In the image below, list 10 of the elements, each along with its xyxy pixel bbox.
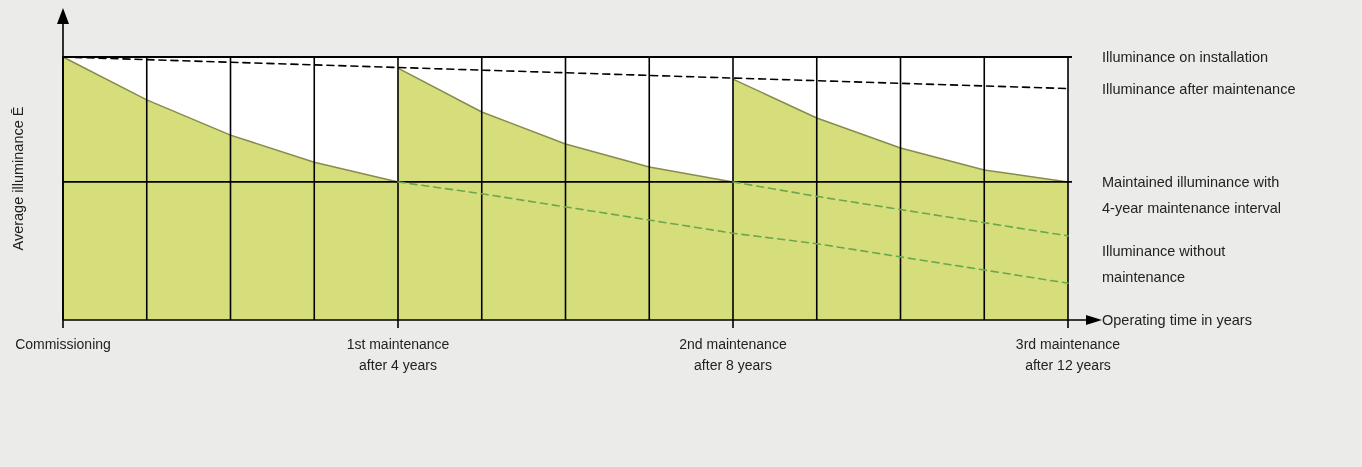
y-axis-title: Average illuminance Ē (10, 106, 26, 251)
x-tick-label: 3rd maintenance after 12 years (1015, 336, 1121, 373)
ref-line-label: Illuminance on installation (1102, 49, 1269, 65)
text: Illuminance after maintenance (1102, 80, 1296, 97)
text: Illuminance without maintenance (1102, 243, 1226, 286)
ref-line-label: Maintained illuminance with 4-year maintenance interval (1102, 173, 1281, 216)
x-tick-label: 1st maintenance after 4 years (346, 336, 450, 373)
x-axis-title: Operating time in years (1102, 312, 1252, 328)
x-tick-label: 2nd maintenance after 8 years (679, 336, 787, 373)
x-tick-label: Commissioning (15, 336, 111, 352)
